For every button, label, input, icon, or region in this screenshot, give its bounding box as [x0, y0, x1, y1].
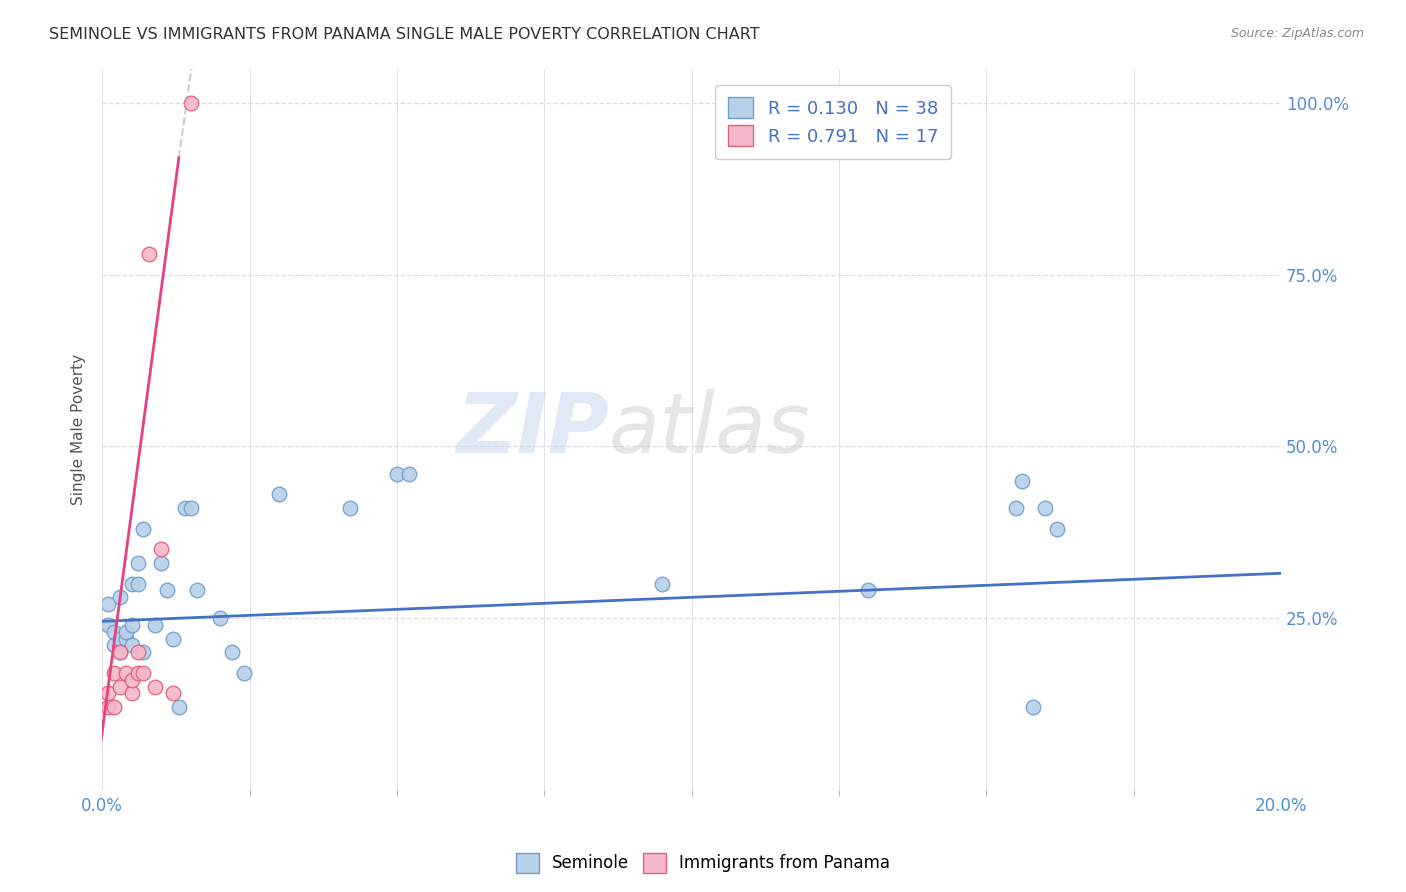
Point: [132, 645, 155, 659]
Point: [108, 591, 131, 605]
Legend: Seminole, Immigrants from Panama: Seminole, Immigrants from Panama: [509, 847, 897, 880]
Point: [127, 576, 149, 591]
Point: [132, 522, 155, 536]
Point: [138, 247, 160, 261]
Point: [121, 576, 143, 591]
Point: [103, 665, 125, 680]
Point: [132, 665, 155, 680]
Point: [121, 617, 143, 632]
Point: [121, 673, 143, 687]
Point: [209, 611, 232, 625]
Point: [267, 487, 290, 501]
Point: [114, 624, 136, 639]
Point: [97, 617, 120, 632]
Point: [162, 686, 184, 700]
Point: [1022, 700, 1045, 714]
Point: [173, 501, 195, 516]
Point: [103, 624, 125, 639]
Point: [127, 665, 149, 680]
Text: atlas: atlas: [609, 389, 811, 469]
Point: [143, 617, 166, 632]
Point: [398, 467, 420, 481]
Point: [221, 645, 243, 659]
Legend: R = 0.130   N = 38, R = 0.791   N = 17: R = 0.130 N = 38, R = 0.791 N = 17: [716, 85, 950, 159]
Point: [1004, 501, 1026, 516]
Point: [1011, 474, 1033, 488]
Point: [127, 645, 149, 659]
Point: [114, 665, 136, 680]
Point: [97, 597, 120, 611]
Point: [186, 583, 208, 598]
Y-axis label: Single Male Poverty: Single Male Poverty: [72, 353, 86, 505]
Point: [167, 700, 190, 714]
Point: [385, 467, 408, 481]
Point: [339, 501, 361, 516]
Point: [108, 645, 131, 659]
Point: [103, 700, 125, 714]
Point: [108, 632, 131, 646]
Text: SEMINOLE VS IMMIGRANTS FROM PANAMA SINGLE MALE POVERTY CORRELATION CHART: SEMINOLE VS IMMIGRANTS FROM PANAMA SINGL…: [49, 27, 759, 42]
Point: [97, 686, 120, 700]
Point: [162, 632, 184, 646]
Text: ZIP: ZIP: [457, 389, 609, 469]
Point: [858, 583, 880, 598]
Point: [127, 556, 149, 570]
Point: [121, 686, 143, 700]
Point: [232, 665, 254, 680]
Point: [108, 645, 131, 659]
Point: [150, 542, 173, 557]
Point: [97, 700, 120, 714]
Point: [108, 680, 131, 694]
Point: [1046, 522, 1069, 536]
Point: [180, 501, 202, 516]
Point: [651, 576, 673, 591]
Text: Source: ZipAtlas.com: Source: ZipAtlas.com: [1230, 27, 1364, 40]
Point: [103, 639, 125, 653]
Point: [121, 639, 143, 653]
Point: [143, 680, 166, 694]
Point: [180, 95, 202, 110]
Point: [1033, 501, 1056, 516]
Point: [114, 632, 136, 646]
Point: [150, 556, 173, 570]
Point: [156, 583, 179, 598]
